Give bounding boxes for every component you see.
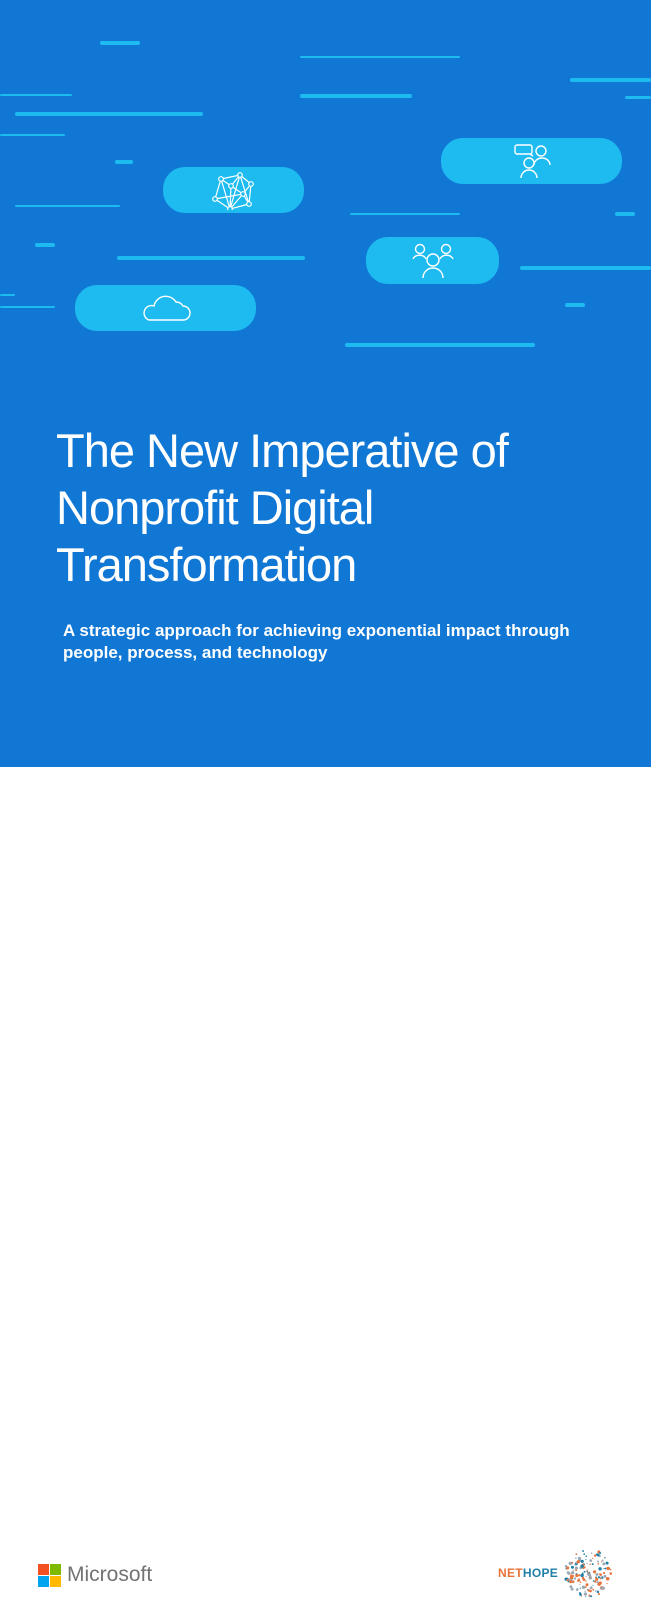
decorative-line xyxy=(0,306,55,308)
cover-background: The New Imperative of Nonprofit Digital … xyxy=(0,0,651,767)
footer: Microsoft NETHOPE xyxy=(0,767,651,1598)
group-pill xyxy=(366,237,499,284)
decorative-line xyxy=(15,112,203,116)
nethope-name-net: NET xyxy=(498,1566,523,1580)
decorative-line xyxy=(0,294,15,296)
nethope-name: NETHOPE xyxy=(498,1566,558,1580)
decorative-line xyxy=(615,212,635,216)
decorative-line xyxy=(15,205,120,207)
decorative-line xyxy=(100,41,140,45)
cloud-pill xyxy=(75,285,256,331)
decorative-line xyxy=(35,243,55,247)
network-icon xyxy=(211,172,254,210)
page-title: The New Imperative of Nonprofit Digital … xyxy=(56,424,509,591)
chat-people-pill xyxy=(441,138,622,184)
nethope-logo: NETHOPE xyxy=(498,1547,614,1599)
decorative-line xyxy=(117,256,305,260)
group-icon xyxy=(411,243,454,278)
decorative-line xyxy=(0,94,72,96)
page-subtitle: A strategic approach for achieving expon… xyxy=(63,621,570,662)
decorative-line xyxy=(350,213,460,215)
decorative-line xyxy=(115,160,133,164)
globe-dots-icon xyxy=(564,1550,613,1598)
microsoft-logo: Microsoft xyxy=(38,1563,152,1587)
decorative-line xyxy=(520,266,651,270)
decorative-line xyxy=(565,303,585,307)
decorative-line xyxy=(300,94,412,98)
microsoft-name: Microsoft xyxy=(67,1563,153,1586)
chat-people-icon xyxy=(514,144,551,179)
nethope-name-hope: HOPE xyxy=(522,1566,559,1580)
decorative-line xyxy=(345,343,535,347)
decorative-line xyxy=(570,78,651,82)
decorative-line xyxy=(0,134,65,136)
microsoft-windows-icon xyxy=(38,1563,61,1587)
decorative-line xyxy=(300,56,460,58)
network-pill xyxy=(163,167,304,213)
cloud-icon xyxy=(142,295,191,321)
decorative-line xyxy=(625,96,651,99)
